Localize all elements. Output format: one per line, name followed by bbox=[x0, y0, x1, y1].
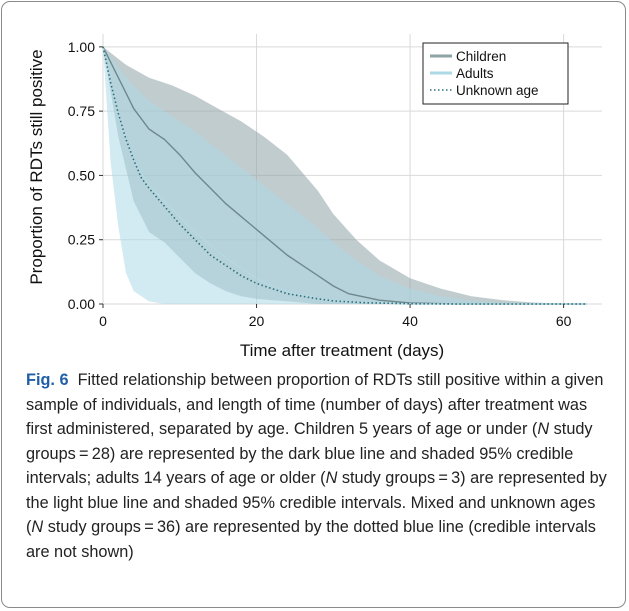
adults-credible-band bbox=[103, 46, 587, 304]
figure-caption: Fig. 6 Fitted relationship between propo… bbox=[26, 368, 616, 564]
y-tick-label: 0.50 bbox=[68, 167, 95, 183]
adults-legend-label: Adults bbox=[456, 66, 494, 81]
caption-line-1: Fitted relationship between proportion o… bbox=[77, 371, 501, 389]
y-axis-label: Proportion of RDTs still positive bbox=[27, 49, 46, 284]
y-tick-label: 0.75 bbox=[68, 103, 95, 119]
caption-line-8a: unknown ages ( bbox=[26, 493, 596, 537]
caption-line-5: represented by the dark blue line and sh… bbox=[26, 444, 574, 488]
caption-n-italic: N bbox=[31, 518, 44, 536]
caption-line-4b: study groups = 28) are bbox=[26, 420, 593, 463]
figure-number: Fig. 6 bbox=[26, 371, 69, 389]
x-tick-label: 0 bbox=[99, 313, 107, 329]
caption-line-3: of days) after treatment was first admin… bbox=[26, 395, 588, 439]
axes: 0.00 0.25 0.50 0.75 1.00 0 20 40 60 bbox=[68, 39, 572, 329]
chart: 0.00 0.25 0.50 0.75 1.00 0 20 40 60 Time after t… bbox=[27, 34, 602, 360]
unknown-age-legend-label: Unknown age bbox=[456, 83, 539, 98]
children-line bbox=[102, 46, 587, 305]
caption-line-9: blue line (credible intervals are not sh… bbox=[26, 518, 596, 561]
x-axis-label: Time after treatment (days) bbox=[240, 341, 444, 360]
y-tick-label: 1.00 bbox=[68, 39, 95, 55]
caption-line-6b: study groups = 3) are represented bbox=[337, 469, 586, 487]
x-tick-label: 60 bbox=[556, 313, 572, 329]
caption-line-6a: adults 14 years of age or older ( bbox=[95, 469, 326, 487]
x-tick-label: 20 bbox=[249, 313, 265, 329]
legend: Children Adults Unknown age bbox=[422, 42, 569, 105]
x-tick-label: 40 bbox=[402, 313, 418, 329]
unknown-age-line bbox=[102, 46, 587, 305]
series-lines bbox=[102, 46, 587, 305]
caption-line-8b: study groups = 36) are represented by th… bbox=[43, 518, 399, 536]
caption-line-7: by the light blue line and shaded 95% cr… bbox=[26, 469, 607, 512]
caption-n-italic: N bbox=[325, 469, 338, 487]
legend-box bbox=[422, 42, 569, 105]
y-tick-label: 0.25 bbox=[68, 232, 95, 248]
children-legend-label: Children bbox=[456, 49, 506, 64]
y-tick-label: 0.00 bbox=[68, 296, 95, 312]
caption-line-2: within a given sample of individuals, an… bbox=[26, 371, 604, 414]
caption-n-italic: N bbox=[537, 420, 550, 438]
caption-line-4a: age. Children 5 years of age or under ( bbox=[257, 420, 538, 438]
credible-bands bbox=[103, 46, 587, 304]
